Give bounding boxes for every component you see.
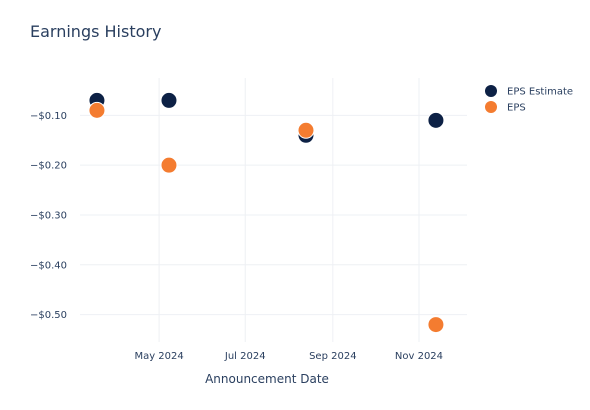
eps-point[interactable] — [427, 316, 445, 334]
x-tick-label: May 2024 — [134, 351, 183, 362]
y-tick-label: −$0.20 — [30, 161, 67, 172]
x-axis-ticks: May 2024 Jul 2024 Sep 2024 Nov 2024 — [134, 351, 443, 362]
eps-point[interactable] — [88, 101, 106, 119]
x-tick-label: Jul 2024 — [224, 351, 266, 362]
x-tick-label: Sep 2024 — [309, 351, 356, 362]
y-tick-label: −$0.10 — [30, 111, 67, 122]
y-tick-label: −$0.50 — [30, 310, 67, 321]
eps-estimate-point[interactable] — [427, 111, 445, 129]
x-tick-label: Nov 2024 — [395, 351, 443, 362]
chart-title: Earnings History — [30, 22, 161, 41]
eps-point[interactable] — [297, 121, 315, 139]
legend-marker — [485, 85, 497, 97]
gridlines — [80, 78, 467, 342]
legend: EPS Estimate EPS — [485, 85, 573, 114]
y-tick-label: −$0.40 — [30, 260, 67, 271]
data-points — [88, 91, 445, 334]
series-eps-estimate — [88, 91, 445, 144]
eps-point[interactable] — [160, 156, 178, 174]
legend-label[interactable]: EPS Estimate — [507, 87, 573, 98]
x-axis-title: Announcement Date — [205, 372, 329, 386]
legend-marker — [485, 101, 497, 113]
legend-label[interactable]: EPS — [507, 103, 526, 114]
eps-estimate-point[interactable] — [160, 91, 178, 109]
series-eps — [88, 101, 445, 334]
y-tick-label: −$0.30 — [30, 210, 67, 221]
y-axis-ticks: −$0.10 −$0.20 −$0.30 −$0.40 −$0.50 — [30, 111, 67, 321]
